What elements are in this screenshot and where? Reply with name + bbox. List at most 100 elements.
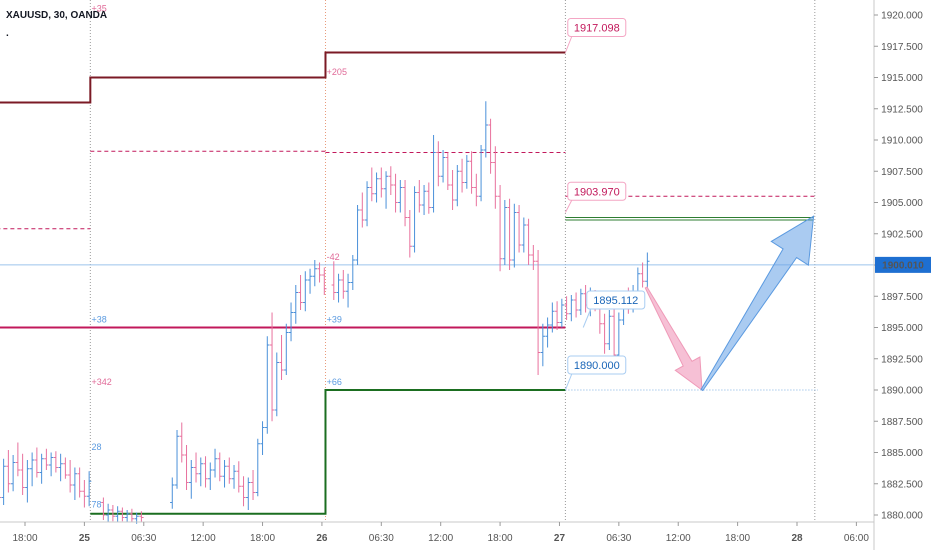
candle	[212, 448, 218, 478]
candle	[393, 173, 398, 213]
candle	[497, 185, 503, 272]
candle	[246, 477, 251, 510]
candle	[265, 336, 270, 434]
candle	[198, 457, 203, 487]
y-tick-label: 1880.000	[881, 511, 923, 522]
candle	[110, 505, 116, 522]
callout-pointer	[564, 36, 573, 53]
candles	[0, 101, 650, 524]
price-callouts[interactable]: 1917.098 1903.970 1895.112 1890.000	[564, 18, 646, 391]
callout-label: 1903.970	[574, 186, 620, 198]
callout-label: 1917.098	[574, 23, 620, 35]
candle	[298, 275, 303, 310]
callout-box	[567, 181, 627, 201]
candle	[402, 180, 408, 227]
candle	[607, 310, 612, 350]
candle	[293, 285, 298, 324]
candle	[72, 467, 78, 500]
x-tick-label: 06:30	[606, 533, 631, 544]
candle	[526, 218, 531, 265]
candle	[124, 510, 130, 523]
candle	[279, 335, 284, 380]
y-tick-label: 1920.000	[881, 11, 923, 22]
candle	[6, 450, 11, 493]
candle	[483, 101, 489, 158]
price-callout[interactable]: 1903.970	[564, 181, 627, 213]
candle	[184, 445, 189, 490]
candle	[469, 151, 474, 194]
candle	[105, 503, 111, 523]
candle	[336, 273, 341, 303]
x-tick-label: 06:00	[844, 533, 869, 544]
x-tick-label: 25	[79, 533, 91, 544]
candle	[227, 457, 232, 484]
level-counter: +342	[92, 377, 112, 387]
candle	[269, 312, 275, 422]
candle	[231, 465, 237, 489]
pivot-level-resistance	[0, 51, 566, 104]
candle	[507, 198, 512, 270]
level-counter: -42	[327, 252, 340, 262]
candle	[29, 452, 35, 487]
candle	[208, 462, 213, 490]
candle	[564, 296, 569, 320]
x-tick-label: 12:00	[428, 533, 453, 544]
candle	[174, 430, 180, 489]
candle	[640, 262, 645, 288]
candle	[48, 452, 54, 477]
candle	[535, 250, 541, 375]
candle	[573, 292, 579, 318]
y-tick-label: 1915.000	[881, 73, 923, 84]
candle	[421, 185, 427, 215]
up-arrow-drawing[interactable]	[700, 215, 815, 392]
candle	[179, 422, 184, 463]
candle	[241, 476, 246, 507]
candle	[554, 301, 560, 330]
candle	[193, 452, 199, 483]
level-counter: +38	[92, 315, 107, 325]
y-tick-label: 1895.000	[881, 323, 923, 334]
candle	[77, 467, 82, 498]
candle	[383, 171, 389, 209]
candle	[307, 268, 313, 294]
candle	[645, 252, 650, 288]
price-callout[interactable]: 1890.000	[564, 355, 627, 391]
y-tick-label: 1885.000	[881, 448, 923, 459]
candle	[578, 288, 584, 315]
candle	[374, 172, 379, 203]
candle	[25, 460, 30, 503]
candle	[288, 302, 294, 342]
down-arrow-drawing[interactable]	[644, 286, 703, 392]
y-tick-label: 1905.000	[881, 198, 923, 209]
x-tick-label: 18:00	[250, 533, 275, 544]
callout-box	[567, 18, 627, 37]
candle	[317, 262, 322, 283]
candle	[616, 312, 622, 360]
current-price-badge	[875, 256, 931, 273]
candle	[369, 167, 375, 202]
candle	[455, 165, 460, 207]
candle	[412, 186, 417, 253]
y-tick-label: 1882.500	[881, 479, 923, 490]
level-counter: +205	[327, 67, 347, 77]
candle	[203, 456, 208, 488]
price-callout[interactable]: 1895.112	[582, 290, 646, 328]
x-tick-label: 18:00	[725, 533, 750, 544]
candle	[417, 180, 422, 213]
candle	[464, 155, 470, 189]
callout-box	[586, 290, 646, 310]
candle	[170, 477, 175, 509]
candle	[426, 182, 432, 214]
candle	[450, 170, 455, 210]
candle	[274, 352, 279, 417]
candle	[540, 323, 546, 367]
candle	[440, 150, 446, 183]
candle	[217, 452, 222, 482]
candle	[355, 205, 360, 265]
candle	[115, 506, 120, 523]
price-callout[interactable]: 1917.098	[564, 18, 627, 53]
arrow-drawings[interactable]	[644, 215, 815, 392]
candle	[516, 205, 522, 253]
candle	[488, 118, 493, 174]
